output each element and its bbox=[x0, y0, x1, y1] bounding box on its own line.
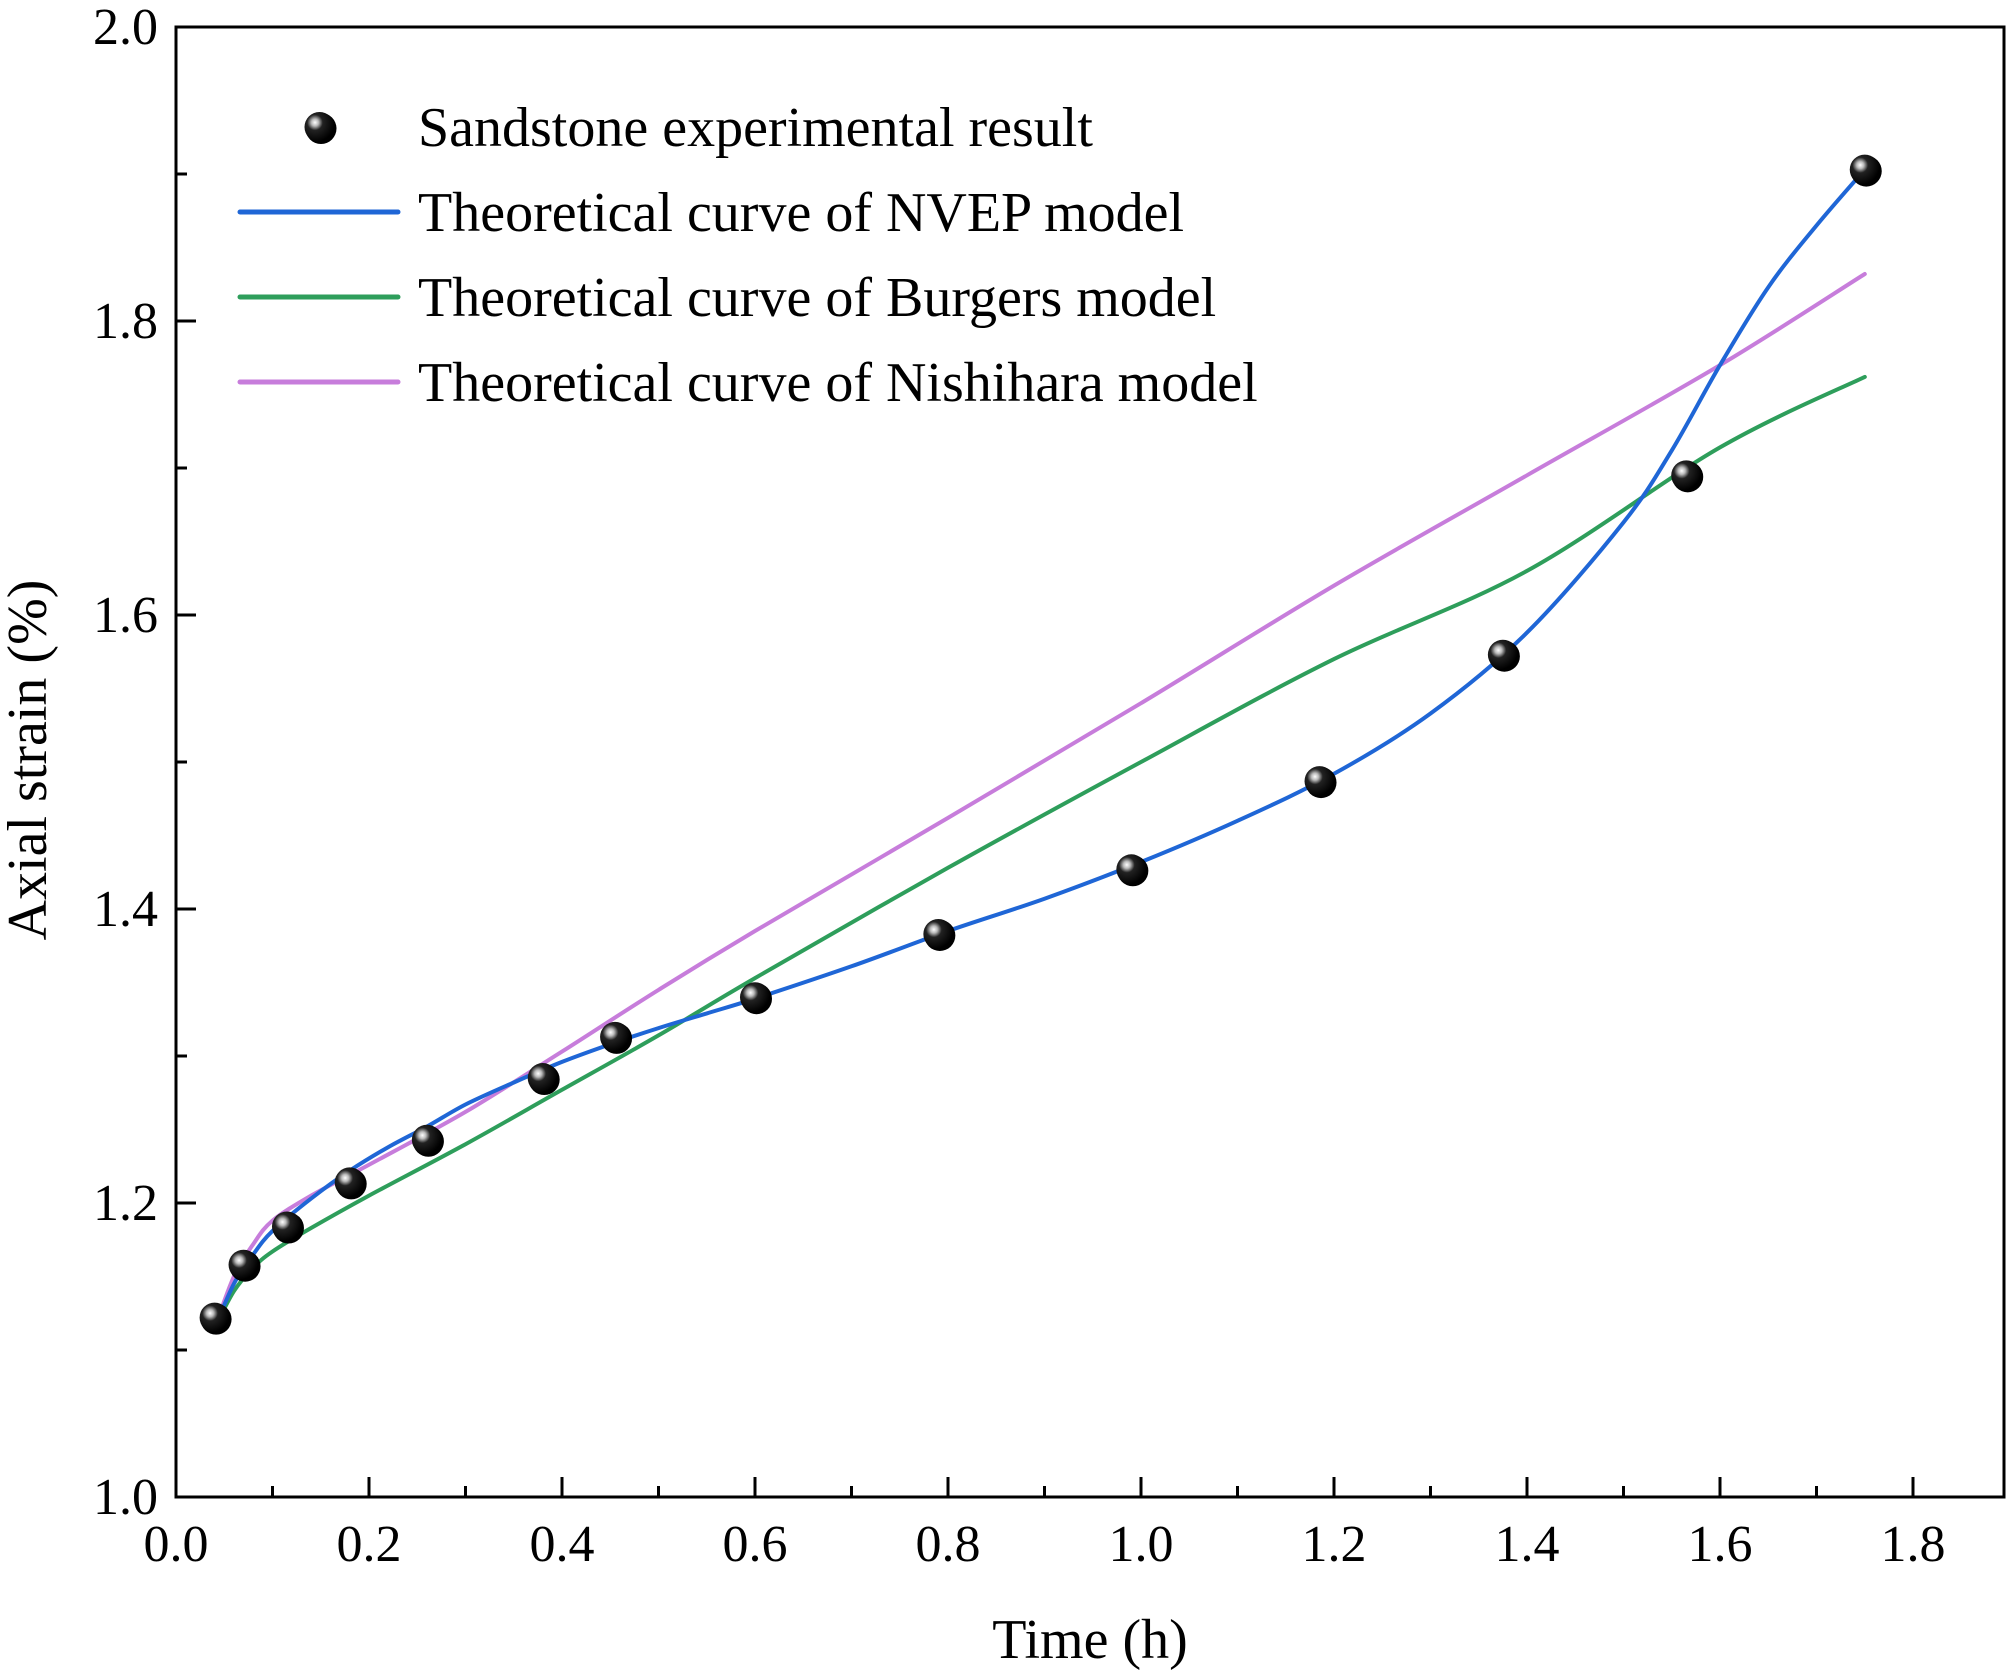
x-tick-label: 1.8 bbox=[1881, 1516, 1946, 1573]
data-point bbox=[271, 1211, 302, 1242]
y-tick-label: 2.0 bbox=[93, 0, 158, 56]
data-point bbox=[199, 1302, 230, 1333]
y-tick-label: 1.4 bbox=[93, 881, 158, 938]
legend-label: Theoretical curve of Nishihara model bbox=[418, 352, 1258, 414]
x-tick-label: 1.4 bbox=[1495, 1516, 1560, 1573]
legend-label: Theoretical curve of NVEP model bbox=[418, 182, 1184, 244]
data-point bbox=[334, 1167, 365, 1198]
theoretical-curve-of-burgers-model-line bbox=[212, 374, 1867, 1330]
data-point bbox=[923, 918, 954, 949]
x-tick-label: 0.2 bbox=[337, 1516, 402, 1573]
series-lines bbox=[212, 167, 1867, 1330]
data-point bbox=[1116, 854, 1147, 885]
legend: Sandstone experimental result Theoretical… bbox=[237, 97, 1258, 414]
x-tick-label: 0.6 bbox=[723, 1516, 788, 1573]
y-axis-title: Axial strain (%) bbox=[0, 580, 59, 941]
data-points bbox=[199, 154, 1882, 1335]
x-tick-label: 0.4 bbox=[530, 1516, 595, 1573]
legend-label: Sandstone experimental result bbox=[418, 97, 1093, 159]
x-tick-label: 1.2 bbox=[1302, 1516, 1367, 1573]
y-tick-label: 1.8 bbox=[93, 293, 158, 350]
y-tick-label: 1.2 bbox=[93, 1175, 158, 1232]
data-point bbox=[1671, 460, 1702, 491]
x-axis-title: Time (h) bbox=[992, 1609, 1188, 1671]
data-point bbox=[740, 982, 770, 1013]
x-tick-label: 0.8 bbox=[916, 1516, 981, 1573]
data-point bbox=[600, 1021, 631, 1052]
theoretical-curve-of-nishihara-model-line bbox=[212, 272, 1867, 1330]
data-point bbox=[527, 1063, 558, 1094]
data-point bbox=[1304, 766, 1335, 797]
x-tick-label: 1.6 bbox=[1688, 1516, 1753, 1573]
plot-frame bbox=[174, 25, 2006, 1499]
legend-marker bbox=[304, 112, 335, 142]
data-point bbox=[411, 1124, 442, 1155]
legend-label: Theoretical curve of Burgers model bbox=[418, 267, 1216, 329]
y-tick-label: 1.0 bbox=[93, 1469, 158, 1526]
x-tick-label: 0.0 bbox=[144, 1516, 209, 1573]
data-point bbox=[1487, 639, 1518, 670]
axis-ticks: 0.0 0.2 0.4 0.6 0.8 1.0 1.2 1.4 1.6 1.8 1.0 1.2 1.4 1… bbox=[93, 0, 1946, 1573]
data-point bbox=[228, 1249, 259, 1280]
data-point bbox=[1849, 154, 1880, 185]
y-tick-label: 1.6 bbox=[93, 587, 158, 644]
theoretical-curve-of-nvep-model-line bbox=[212, 167, 1867, 1330]
x-tick-label: 1.0 bbox=[1109, 1516, 1174, 1573]
